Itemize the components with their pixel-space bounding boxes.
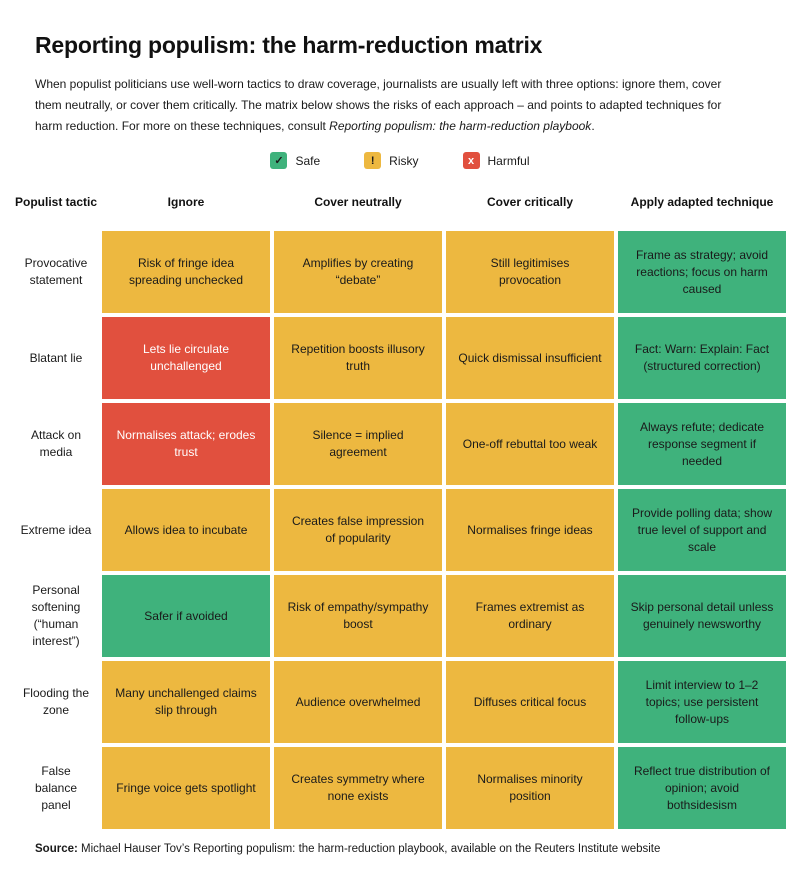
matrix-cell: Silence = implied agreement — [274, 403, 442, 485]
matrix-cell: Normalises attack; erodes trust — [102, 403, 270, 485]
matrix-cell: Frames extremist as ordinary — [446, 575, 614, 657]
legend-label-harmful: Harmful — [487, 153, 530, 168]
x-icon: x — [462, 152, 480, 169]
matrix-cell: Diffuses critical focus — [446, 661, 614, 743]
row-label: Flooding the zone — [22, 686, 90, 717]
row-label: False balance panel — [34, 763, 78, 812]
source-note: Source: Michael Hauser Tov’s Reporting p… — [35, 842, 765, 857]
legend-label-risky: Risky — [389, 153, 419, 168]
matrix-cell: Amplifies by creating “debate” — [274, 231, 442, 313]
intro-body: When populist politicians use well-worn … — [35, 77, 722, 133]
legend-label-safe: Safe — [295, 153, 321, 168]
matrix-cell: Audience overwhelmed — [274, 661, 442, 743]
legend-item-risky: ! Risky — [364, 152, 419, 169]
legend-item-safe: ✓ Safe — [270, 152, 320, 169]
matrix-cell: Creates false impression of popularity — [274, 489, 442, 571]
matrix-cell: Many unchallenged claims slip through — [102, 661, 270, 743]
column-header-cover-neutrally: Cover neutrally — [314, 194, 402, 209]
matrix-cell: Still legitimises provocation — [446, 231, 614, 313]
column-header-populist-tactic: Populist tactic — [14, 194, 97, 209]
matrix-cell: Always refute; dedicate response segment… — [618, 403, 786, 485]
matrix-cell: Safer if avoided — [102, 575, 270, 657]
row-label: Attack on media — [30, 428, 82, 459]
harm-reduction-matrix: Populist tactic Ignore Cover neutrally C… — [14, 183, 786, 829]
legend: ✓ Safe ! Risky x Harmful — [0, 152, 800, 169]
column-header-cover-critically: Cover critically — [486, 194, 574, 209]
row-label: Blatant lie — [29, 350, 83, 365]
matrix-cell: Fact: Warn: Explain: Fact (structured co… — [618, 317, 786, 399]
matrix-cell: Lets lie circulate unchallenged — [102, 317, 270, 399]
row-label: Provocative statement — [24, 256, 88, 287]
column-header-apply-adapted-technique: Apply adapted technique — [630, 194, 774, 209]
matrix-cell: Risk of empathy/sympathy boost — [274, 575, 442, 657]
source-text: Michael Hauser Tov’s Reporting populism:… — [77, 843, 661, 855]
matrix-cell: Quick dismissal insufficient — [446, 317, 614, 399]
check-icon: ✓ — [270, 152, 288, 169]
matrix-cell: Reflect true distribution of opinion; av… — [618, 747, 786, 829]
intro-suffix: . — [591, 119, 595, 133]
row-label: Extreme idea — [20, 522, 92, 537]
row-label: Personal softening (“human interest”) — [31, 583, 81, 648]
legend-item-harmful: x Harmful — [462, 152, 530, 169]
matrix-cell: Provide polling data; show true level of… — [618, 489, 786, 571]
matrix-cell: Creates symmetry where none exists — [274, 747, 442, 829]
page-title: Reporting populism: the harm-reduction m… — [35, 32, 543, 58]
matrix-cell: Skip personal detail unless genuinely ne… — [618, 575, 786, 657]
intro-text: When populist politicians use well-worn … — [35, 74, 735, 137]
matrix-cell: Allows idea to incubate — [102, 489, 270, 571]
column-header-ignore: Ignore — [167, 194, 205, 209]
matrix-cell: Repetition boosts illusory truth — [274, 317, 442, 399]
matrix-cell: Frame as strategy; avoid reactions; focu… — [618, 231, 786, 313]
matrix-cell: Normalises minority position — [446, 747, 614, 829]
matrix-cell: One-off rebuttal too weak — [446, 403, 614, 485]
playbook-reference: Reporting populism: the harm-reduction p… — [329, 119, 592, 133]
exclamation-icon: ! — [364, 152, 382, 169]
source-label: Source: — [35, 843, 78, 855]
matrix-cell: Fringe voice gets spotlight — [102, 747, 270, 829]
matrix-cell: Normalises fringe ideas — [446, 489, 614, 571]
matrix-cell: Risk of fringe idea spreading unchecked — [102, 231, 270, 313]
matrix-cell: Limit interview to 1–2 topics; use persi… — [618, 661, 786, 743]
